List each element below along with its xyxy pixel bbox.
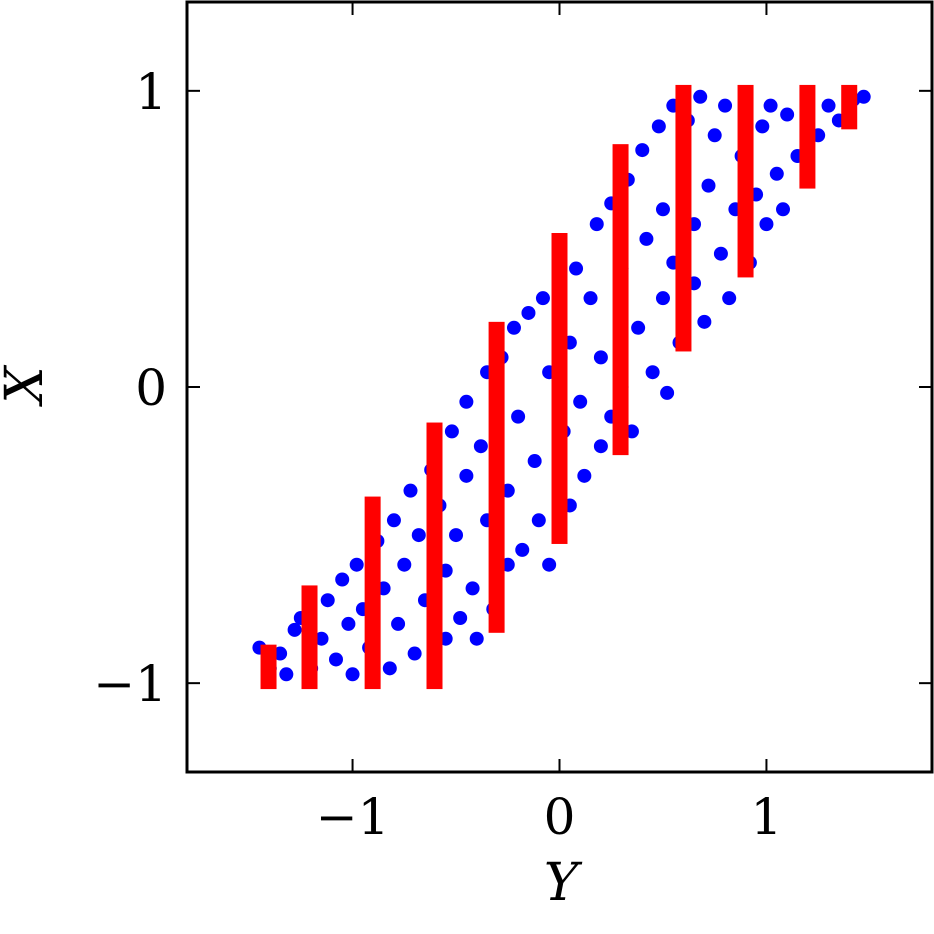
point <box>320 593 335 608</box>
point <box>651 119 666 134</box>
x-tick-label: −1 <box>316 788 390 846</box>
point <box>589 217 604 232</box>
point <box>287 622 302 637</box>
range-bar <box>612 144 629 456</box>
point <box>763 98 778 113</box>
point <box>755 119 770 134</box>
range-bar <box>426 422 443 690</box>
point <box>345 667 360 682</box>
point <box>349 557 364 572</box>
point <box>527 454 542 469</box>
point <box>449 528 464 543</box>
range-bar <box>841 84 858 130</box>
point <box>335 572 350 587</box>
x-axis-label: Y <box>544 853 583 913</box>
point <box>856 89 871 104</box>
point <box>660 385 675 400</box>
point <box>453 611 468 625</box>
point <box>655 291 670 306</box>
point <box>444 424 459 439</box>
point <box>569 261 584 276</box>
range-bar <box>301 585 318 690</box>
range-bar <box>737 84 754 278</box>
point <box>391 616 406 631</box>
point <box>701 178 716 193</box>
point <box>573 394 588 409</box>
point <box>521 305 536 320</box>
range-bar <box>364 496 381 690</box>
point <box>722 291 737 306</box>
point <box>403 483 418 498</box>
point <box>506 320 521 335</box>
point <box>535 291 550 306</box>
point <box>273 646 288 661</box>
point <box>473 439 488 454</box>
point <box>776 202 790 217</box>
y-tick-label: 1 <box>135 63 167 121</box>
point <box>469 631 484 646</box>
point <box>593 439 608 454</box>
point <box>693 89 708 104</box>
point <box>459 394 474 409</box>
point <box>465 581 480 596</box>
point <box>531 513 546 528</box>
range-bar <box>488 321 505 633</box>
range-bar <box>260 644 277 690</box>
point <box>769 166 784 181</box>
point <box>655 202 670 217</box>
point <box>577 468 592 483</box>
point <box>386 513 401 528</box>
point <box>279 667 294 682</box>
point <box>314 631 329 646</box>
point <box>759 217 774 232</box>
point <box>713 246 728 261</box>
range-bar <box>551 233 568 544</box>
point <box>707 128 722 143</box>
x-tick-label: 1 <box>751 788 783 846</box>
point <box>821 98 836 113</box>
point <box>459 468 474 483</box>
point <box>635 143 650 158</box>
point <box>382 661 397 676</box>
point <box>341 616 356 631</box>
point <box>639 231 654 246</box>
range-bar <box>675 84 692 352</box>
point <box>697 314 712 329</box>
y-axis-label: X <box>0 365 55 408</box>
point <box>631 320 646 335</box>
x-tick-label: 0 <box>544 788 576 846</box>
point <box>645 365 660 380</box>
y-tick-label: 0 <box>135 359 167 417</box>
point <box>593 350 608 365</box>
range-bar <box>799 84 816 189</box>
point <box>511 409 526 424</box>
point <box>329 652 343 667</box>
point <box>397 557 412 572</box>
point <box>407 646 422 661</box>
point <box>583 291 598 306</box>
point <box>542 557 557 572</box>
point <box>411 528 426 543</box>
point <box>515 542 530 557</box>
point <box>780 107 795 122</box>
y-tick-label: −1 <box>93 655 167 713</box>
point <box>718 98 733 113</box>
